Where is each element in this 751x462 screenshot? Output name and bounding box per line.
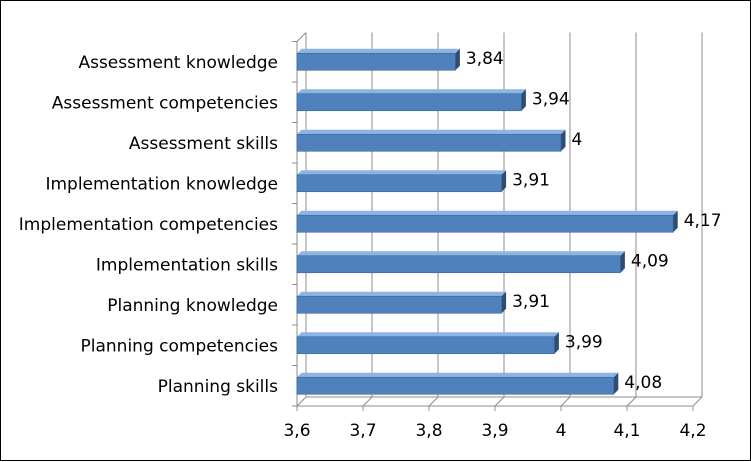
bar-8 — [296, 376, 615, 395]
category-label-3: Implementation knowledge — [45, 174, 278, 194]
category-label-5: Implementation skills — [96, 255, 278, 275]
category-label-1: Assessment competencies — [52, 93, 278, 113]
bar-side-0 — [455, 48, 460, 71]
bar-top-1 — [297, 89, 526, 94]
value-label-6: 3,91 — [512, 292, 550, 312]
x-tick-label-2: 3,8 — [415, 421, 442, 441]
value-label-7: 3,99 — [565, 332, 603, 352]
bar-top-0 — [297, 48, 460, 54]
bar-top-5 — [297, 251, 625, 256]
bar-top-7 — [297, 332, 559, 337]
floor-grid-1 — [362, 396, 373, 407]
bar-side-5 — [620, 251, 625, 273]
bar-top-8 — [297, 372, 619, 378]
bar-side-7 — [554, 332, 559, 354]
bar-2 — [296, 133, 562, 152]
bar-7 — [296, 336, 555, 355]
floor-grid-3 — [494, 396, 505, 407]
y-axis-top-diag — [296, 32, 307, 42]
value-label-5: 4,09 — [631, 251, 669, 271]
category-label-8: Planning skills — [158, 377, 279, 397]
bar-top-4 — [297, 210, 678, 216]
bar-side-8 — [613, 372, 619, 395]
bar-3 — [296, 174, 502, 193]
bar-top-6 — [297, 291, 507, 297]
floor-grid-0 — [296, 396, 307, 407]
bar-side-2 — [561, 129, 566, 152]
bar-top-3 — [297, 170, 507, 175]
category-label-0: Assessment knowledge — [78, 53, 278, 73]
value-label-8: 4,08 — [624, 373, 662, 393]
bar-0 — [296, 52, 456, 71]
floor-grid-2 — [428, 396, 439, 407]
floor-grid-5 — [626, 396, 637, 407]
bar-1 — [296, 93, 522, 112]
bar-side-3 — [501, 170, 507, 192]
category-label-6: Planning knowledge — [107, 296, 278, 316]
bar-5 — [296, 255, 621, 274]
value-label-0: 3,84 — [466, 49, 504, 69]
x-tick-label-3: 3,9 — [481, 421, 508, 441]
category-label-4: Implementation competencies — [19, 215, 278, 235]
floor-grid-4 — [560, 396, 571, 407]
bar-4 — [296, 214, 674, 233]
bar-side-4 — [673, 210, 678, 233]
value-label-3: 3,91 — [512, 170, 550, 190]
x-tick-label-6: 4,2 — [679, 421, 706, 441]
floor-grid-6 — [692, 396, 703, 407]
value-label-1: 3,94 — [532, 89, 570, 109]
bar-side-6 — [501, 291, 507, 314]
category-label-7: Planning competencies — [81, 336, 279, 356]
x-tick-label-0: 3,6 — [283, 421, 310, 441]
bar-side-1 — [521, 89, 526, 111]
value-label-2: 4 — [572, 130, 583, 150]
value-label-4: 4,17 — [684, 211, 722, 231]
x-tick-label-4: 4 — [556, 421, 567, 441]
x-tick-label-5: 4,1 — [613, 421, 640, 441]
bar-6 — [296, 295, 502, 314]
category-label-2: Assessment skills — [129, 134, 278, 154]
bar-top-2 — [297, 129, 566, 135]
x-tick-label-1: 3,7 — [349, 421, 376, 441]
